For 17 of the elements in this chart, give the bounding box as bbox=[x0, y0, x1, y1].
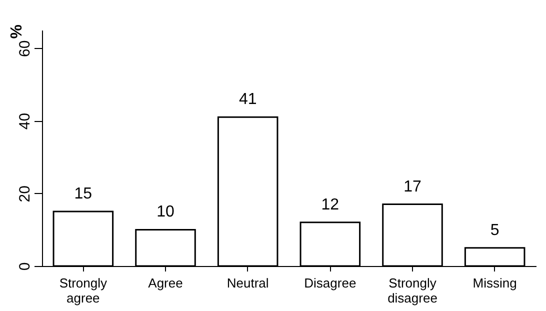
x-tick-label: Disagree bbox=[304, 276, 356, 290]
data-label: 10 bbox=[156, 204, 174, 221]
x-tick-label: Missing bbox=[472, 276, 517, 290]
data-label: 12 bbox=[321, 196, 340, 214]
y-tick-label: 60 bbox=[16, 40, 34, 57]
data-label: 5 bbox=[490, 222, 500, 239]
x-tick-label: Neutral bbox=[226, 276, 269, 290]
y-tick-label: 20 bbox=[16, 186, 34, 202]
x-tick-label: Strongly agree bbox=[59, 276, 108, 306]
y-tick-label: 0 bbox=[16, 262, 34, 271]
data-label: 15 bbox=[74, 186, 92, 203]
data-label: 17 bbox=[404, 178, 422, 196]
y-axis-title: % bbox=[8, 24, 26, 39]
x-tick-label: Strongly disagree bbox=[388, 276, 438, 306]
y-tick-label: 40 bbox=[16, 112, 34, 130]
data-label: 41 bbox=[238, 91, 257, 108]
x-tick-label: Agree bbox=[148, 276, 183, 290]
